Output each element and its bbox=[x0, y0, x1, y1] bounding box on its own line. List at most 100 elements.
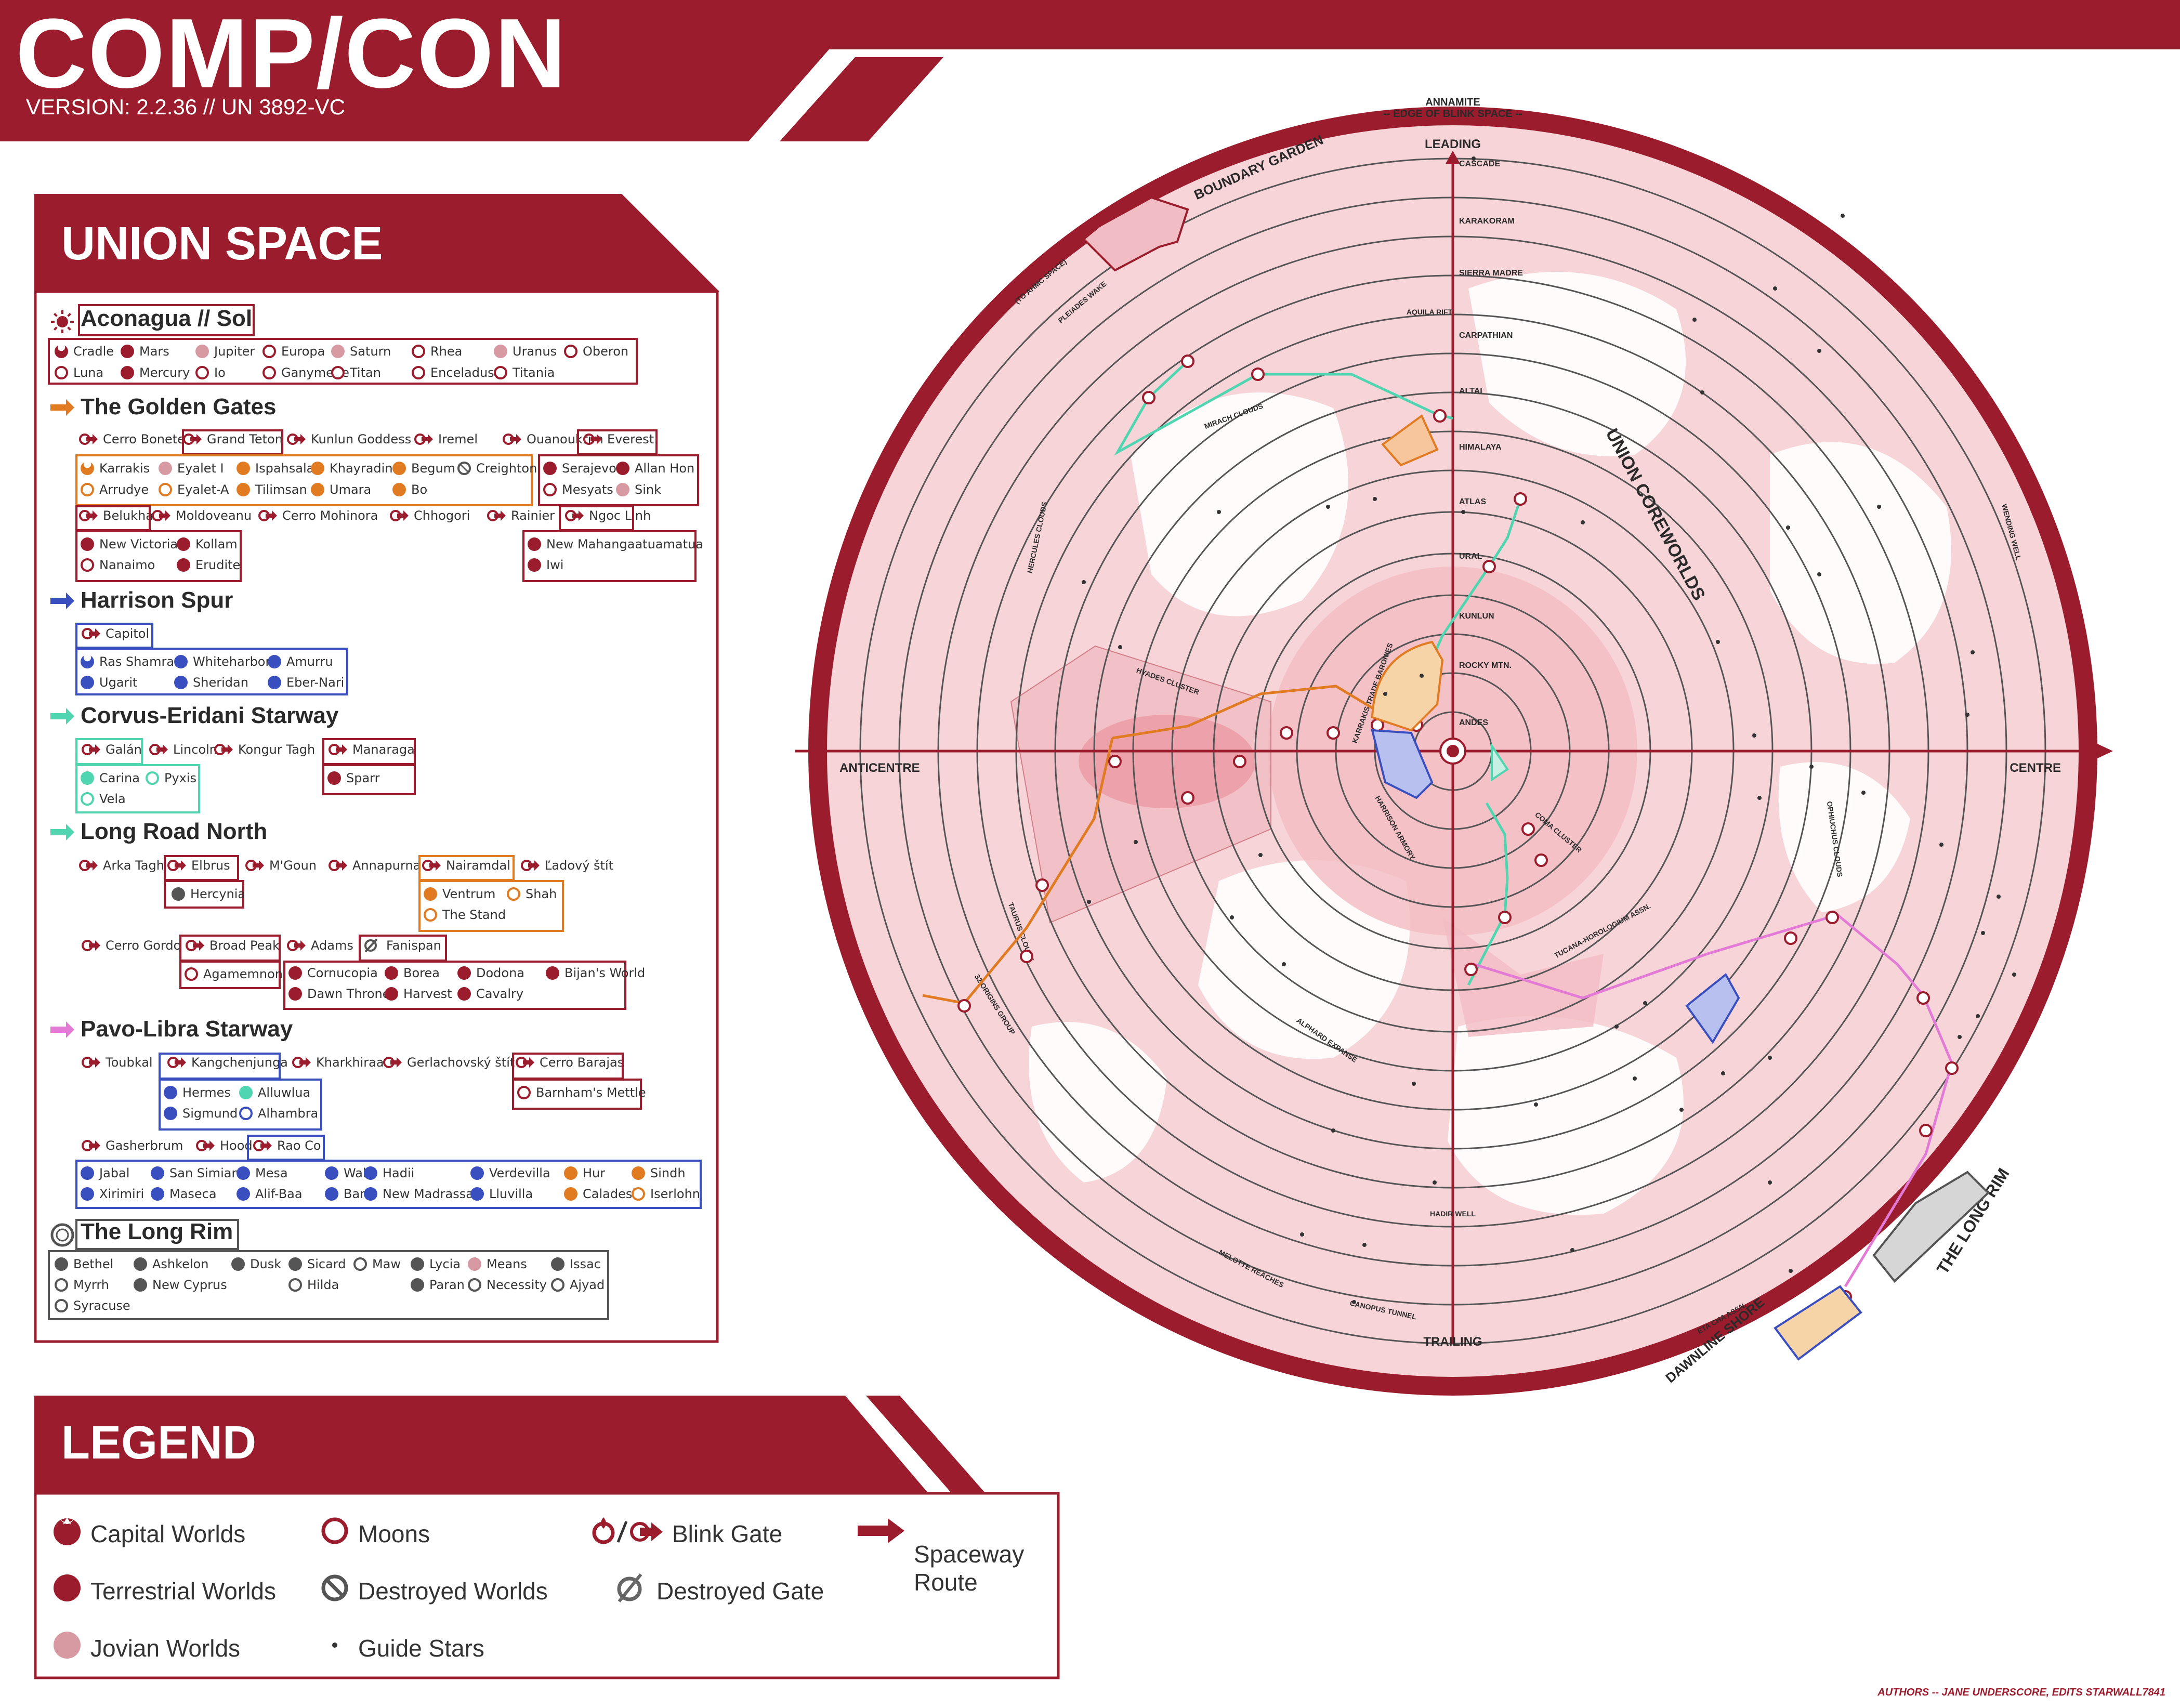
world-item[interactable]: Lycia bbox=[411, 1257, 461, 1271]
blink-gate-item[interactable]: Toubkal bbox=[81, 1055, 153, 1070]
world-item[interactable]: Eyalet I bbox=[159, 461, 224, 476]
world-item[interactable]: Paran bbox=[411, 1278, 465, 1292]
world-item[interactable]: Sicard bbox=[288, 1257, 346, 1271]
world-item[interactable]: Saturn bbox=[331, 344, 391, 359]
world-item[interactable]: Caladesh bbox=[564, 1187, 640, 1201]
world-item[interactable]: Tilimsan bbox=[237, 482, 307, 497]
world-item[interactable]: Cradle bbox=[55, 344, 114, 359]
world-item[interactable]: Alif-Baa bbox=[237, 1187, 303, 1201]
world-item[interactable]: New Victoria bbox=[81, 537, 178, 551]
world-item[interactable]: Alhambra bbox=[239, 1106, 318, 1121]
blink-gate-item[interactable]: Moldoveanu bbox=[151, 508, 252, 523]
world-item[interactable]: Alluwlua bbox=[239, 1085, 310, 1100]
world-item[interactable]: Bethel bbox=[55, 1257, 113, 1271]
world-item[interactable]: Hilda bbox=[288, 1278, 339, 1292]
world-item[interactable]: Lluvilla bbox=[470, 1187, 533, 1201]
blink-gate-item[interactable]: Cerro Barajas bbox=[515, 1055, 624, 1070]
blink-gate-item[interactable]: Gasherbrum bbox=[81, 1138, 183, 1153]
world-item[interactable]: Verdevilla bbox=[470, 1166, 550, 1180]
world-item[interactable]: Ugarit bbox=[81, 675, 137, 690]
world-item[interactable]: Syracuse bbox=[55, 1298, 130, 1313]
world-item[interactable]: Karrakis bbox=[81, 461, 150, 476]
world-item[interactable]: Kollam bbox=[177, 537, 238, 551]
blink-gate-item[interactable]: Broad Peak bbox=[185, 938, 280, 953]
world-item[interactable]: Cornucopia bbox=[288, 966, 378, 980]
world-item[interactable]: Arrudye bbox=[81, 482, 149, 497]
world-item[interactable]: Jupiter bbox=[195, 344, 255, 359]
world-item[interactable]: Hadii bbox=[364, 1166, 414, 1180]
world-item[interactable]: Means bbox=[468, 1257, 527, 1271]
world-item[interactable]: Wali bbox=[325, 1166, 370, 1180]
blink-gate-item[interactable]: Kangchenjunga bbox=[166, 1055, 288, 1070]
world-item[interactable]: Sigmund bbox=[164, 1106, 238, 1121]
world-item[interactable]: Barr bbox=[325, 1187, 370, 1201]
world-item[interactable]: Sparr bbox=[327, 771, 380, 785]
blink-gate-item[interactable]: Belukha bbox=[78, 508, 153, 523]
blink-gate-item[interactable]: Hood bbox=[195, 1138, 253, 1153]
world-item[interactable]: Barnham's Mettle bbox=[517, 1085, 646, 1100]
world-item[interactable]: New Cyprus bbox=[134, 1278, 227, 1292]
world-item[interactable]: Ras Shamra bbox=[81, 654, 174, 669]
blink-gate-item[interactable]: Cerro Mohinora bbox=[257, 508, 378, 523]
blink-gate-item[interactable]: Nairamdal bbox=[421, 858, 510, 873]
world-item[interactable]: Bijan's World bbox=[546, 966, 645, 980]
blink-gate-item[interactable]: Galán bbox=[81, 742, 142, 757]
world-item[interactable]: Rhea bbox=[412, 344, 462, 359]
world-item[interactable]: Mesa bbox=[237, 1166, 288, 1180]
blink-gate-item[interactable]: Cerro Gordo bbox=[81, 938, 181, 953]
blink-gate-item[interactable]: Kharkhiraa bbox=[291, 1055, 384, 1070]
blink-gate-item[interactable]: Annapurna bbox=[327, 858, 421, 873]
world-item[interactable]: Dusk bbox=[231, 1257, 281, 1271]
blink-gate-item[interactable]: Grand Teton bbox=[182, 432, 283, 446]
world-item[interactable]: Mercury bbox=[121, 365, 190, 380]
world-item[interactable]: Begum bbox=[392, 461, 455, 476]
world-item[interactable]: Eyalet-A bbox=[159, 482, 229, 497]
world-item[interactable]: Sindh bbox=[632, 1166, 686, 1180]
world-item[interactable]: Enceladus bbox=[412, 365, 494, 380]
blink-gate-item[interactable]: Rao Co bbox=[252, 1138, 321, 1153]
world-item[interactable]: Harvest bbox=[385, 987, 452, 1001]
world-item[interactable]: Ashkelon bbox=[134, 1257, 209, 1271]
world-item[interactable]: Erudite bbox=[177, 558, 240, 572]
world-item[interactable]: Pyxis bbox=[146, 771, 196, 785]
world-item[interactable]: Khayradin bbox=[311, 461, 393, 476]
world-item[interactable]: Jabal bbox=[81, 1166, 129, 1180]
blink-gate-item[interactable]: Gerlachovský štít bbox=[382, 1055, 515, 1070]
world-item[interactable]: The Stand bbox=[424, 908, 506, 922]
world-item[interactable]: Ajyad bbox=[551, 1278, 605, 1292]
world-item[interactable]: Vela bbox=[81, 792, 126, 806]
blink-gate-item[interactable]: Chhogori bbox=[389, 508, 470, 523]
world-item[interactable]: Europa bbox=[262, 344, 325, 359]
blink-gate-item[interactable]: Cerro Bonete bbox=[78, 432, 185, 446]
world-item[interactable]: Cavalry bbox=[457, 987, 523, 1001]
world-item[interactable]: Sink bbox=[616, 482, 661, 497]
world-item[interactable]: Creighton bbox=[457, 461, 537, 476]
blink-gate-item[interactable]: Capitol bbox=[81, 626, 149, 641]
blink-gate-item[interactable]: Lincoln bbox=[148, 742, 217, 757]
world-item[interactable]: Oberon bbox=[564, 344, 628, 359]
world-item[interactable]: Eber-Nari bbox=[268, 675, 344, 690]
world-item[interactable]: Allan Hon bbox=[616, 461, 694, 476]
world-item[interactable]: Titan bbox=[331, 365, 381, 380]
world-item[interactable]: Hermes bbox=[164, 1085, 231, 1100]
world-item[interactable]: Luna bbox=[55, 365, 103, 380]
world-item[interactable]: Necessity bbox=[468, 1278, 547, 1292]
world-item[interactable]: Ventrum bbox=[424, 887, 495, 901]
world-item[interactable]: Amurru bbox=[268, 654, 333, 669]
world-item[interactable]: Whiteharbor bbox=[174, 654, 270, 669]
world-item[interactable]: Hercynia bbox=[172, 887, 245, 901]
world-item[interactable]: San Simian bbox=[151, 1166, 240, 1180]
world-item[interactable]: Titania bbox=[494, 365, 555, 380]
world-item[interactable]: Hur bbox=[564, 1166, 605, 1180]
world-item[interactable]: Serajevo bbox=[543, 461, 616, 476]
blink-gate-item[interactable]: Everest bbox=[582, 432, 654, 446]
world-item[interactable]: New Mahangaatuamatua bbox=[528, 537, 703, 551]
destroyed-gate-item[interactable]: Fanispan bbox=[361, 938, 441, 953]
world-item[interactable]: Bo bbox=[392, 482, 427, 497]
world-item[interactable]: Xirimiri bbox=[81, 1187, 144, 1201]
world-item[interactable]: Dodona bbox=[457, 966, 524, 980]
world-item[interactable]: Myrrh bbox=[55, 1278, 109, 1292]
world-item[interactable]: Nanaimo bbox=[81, 558, 155, 572]
blink-gate-item[interactable]: Rainier bbox=[486, 508, 555, 523]
world-item[interactable]: Mesyats bbox=[543, 482, 613, 497]
